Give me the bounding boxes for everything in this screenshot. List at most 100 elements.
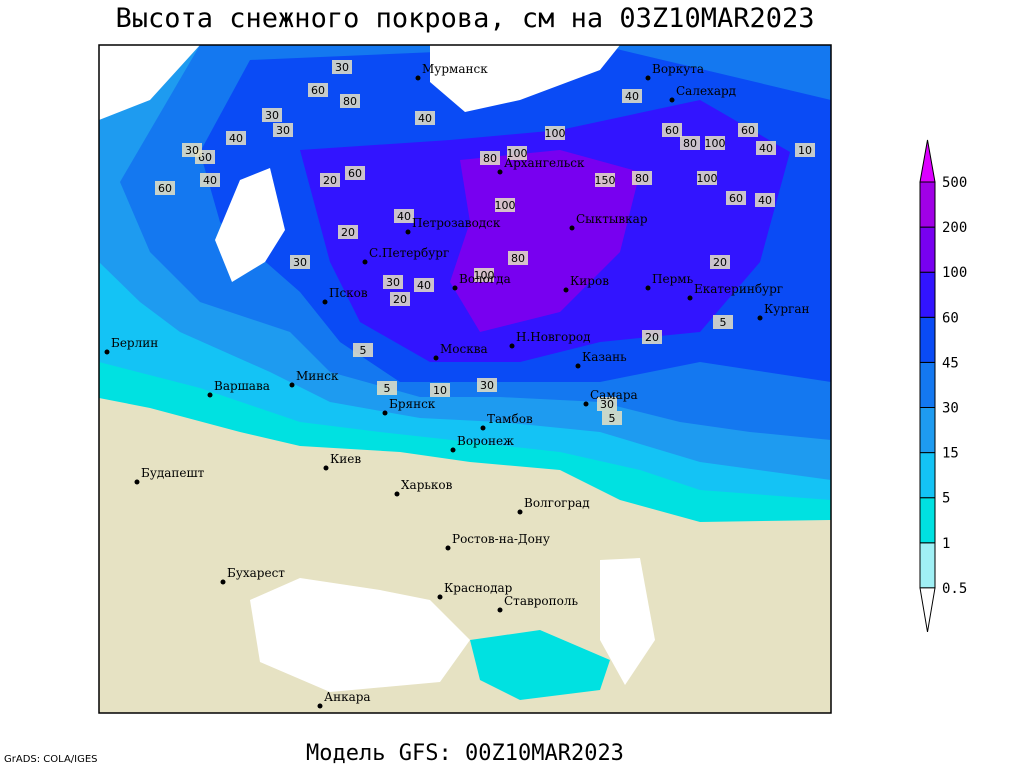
city-dot <box>382 410 388 416</box>
title: Высота снежного покрова, см на 03Z10MAR2… <box>116 3 815 34</box>
contour-label-bg <box>415 111 435 125</box>
contour-label-bg <box>597 397 617 411</box>
city-label: Н.Новгород <box>516 330 591 344</box>
contour-label: 40 <box>418 112 432 125</box>
contour-label-bg <box>332 60 352 74</box>
contour-label-bg <box>726 191 746 205</box>
contour-label: 60 <box>348 167 362 180</box>
contour-label: 20 <box>323 174 337 187</box>
contour-label: 80 <box>683 137 697 150</box>
city-dot <box>509 343 515 349</box>
colorbar-label: 500 <box>942 175 967 191</box>
caspian-sea <box>600 558 655 685</box>
baltic-sea <box>215 168 285 282</box>
contour-label: 20 <box>341 226 355 239</box>
city-label: Мурманск <box>422 62 488 76</box>
city-label: Москва <box>440 342 488 356</box>
contour-label-bg <box>705 136 725 150</box>
city-label: Казань <box>582 350 627 364</box>
city-dot <box>757 315 763 321</box>
contour-label: 30 <box>276 124 290 137</box>
contour-label: 100 <box>697 172 718 185</box>
contour-label-bg <box>738 123 758 137</box>
contour-label-bg <box>273 123 293 137</box>
contour-label: 40 <box>625 90 639 103</box>
city-label: Архангельск <box>504 156 585 170</box>
contour-label-bg <box>308 83 328 97</box>
city-dot <box>104 349 110 355</box>
colorbar-band <box>919 181 936 228</box>
city-dot <box>517 509 523 515</box>
colorbar-label: 5 <box>942 491 950 507</box>
contour-label: 5 <box>384 382 391 395</box>
colorbar-band <box>919 316 936 363</box>
map-frame <box>98 44 832 714</box>
contour-label: 100 <box>507 147 528 160</box>
contour-label: 40 <box>759 142 773 155</box>
barents-sea <box>430 45 620 112</box>
contour-label: 30 <box>386 276 400 289</box>
city-dot <box>669 97 675 103</box>
contour-label-bg <box>390 292 410 306</box>
city-label: Минск <box>296 369 339 383</box>
colorbar-band <box>919 271 936 318</box>
contour-label-bg <box>345 166 365 180</box>
credit: GrADS: COLA/IGES <box>4 754 98 765</box>
city-dot <box>452 285 458 291</box>
contour-label: 10 <box>433 384 447 397</box>
contour-label: 5 <box>360 344 367 357</box>
contour-label: 80 <box>635 172 649 185</box>
contour-label-bg <box>713 315 733 329</box>
city-dot <box>437 594 443 600</box>
colorbar-label: 100 <box>942 265 967 281</box>
contour-label-bg <box>662 123 682 137</box>
city-dot <box>575 363 581 369</box>
contour-label-bg <box>430 383 450 397</box>
contour-label-bg <box>480 151 500 165</box>
city-label: Будапешт <box>141 466 205 480</box>
city-dot <box>323 465 329 471</box>
contour-label: 30 <box>335 61 349 74</box>
city-dot <box>415 75 421 81</box>
contour-label: 30 <box>185 144 199 157</box>
city-label: С.Петербург <box>369 246 449 260</box>
contour-label: 10 <box>798 144 812 157</box>
city-label: Воркута <box>652 62 704 76</box>
city-label: Краснодар <box>444 581 513 595</box>
contour-label-bg <box>383 275 403 289</box>
city-dot <box>497 169 503 175</box>
contour-label-bg <box>340 94 360 108</box>
contour-label: 60 <box>311 84 325 97</box>
city-dot <box>362 259 368 265</box>
colorbar-label: 15 <box>942 446 959 462</box>
contour-label: 20 <box>645 331 659 344</box>
footer: Модель GFS: 00Z10MAR2023 <box>306 741 624 766</box>
city-label: Сыктывкар <box>576 212 648 226</box>
contour-label: 80 <box>483 152 497 165</box>
city-label: Анкара <box>324 690 371 704</box>
city-label: Салехард <box>676 84 736 98</box>
city-dot <box>497 607 503 613</box>
city-dot <box>563 287 569 293</box>
contour-label: 60 <box>741 124 755 137</box>
contour-label-bg <box>622 89 642 103</box>
colorbar-band <box>919 226 936 273</box>
contour-label: 60 <box>665 124 679 137</box>
contour-label-bg <box>508 251 528 265</box>
black-sea <box>250 578 470 692</box>
city-dot <box>394 491 400 497</box>
city-dot <box>450 447 456 453</box>
contour-label: 30 <box>293 256 307 269</box>
colorbar-band <box>919 407 936 454</box>
city-dot <box>480 425 486 431</box>
city-dot <box>134 479 140 485</box>
contour-label-bg <box>477 378 497 392</box>
contour-label-bg <box>338 225 358 239</box>
city-label: Псков <box>329 286 368 300</box>
city-dot <box>583 401 589 407</box>
city-label: Курган <box>764 302 809 316</box>
contour-label-bg <box>353 343 373 357</box>
